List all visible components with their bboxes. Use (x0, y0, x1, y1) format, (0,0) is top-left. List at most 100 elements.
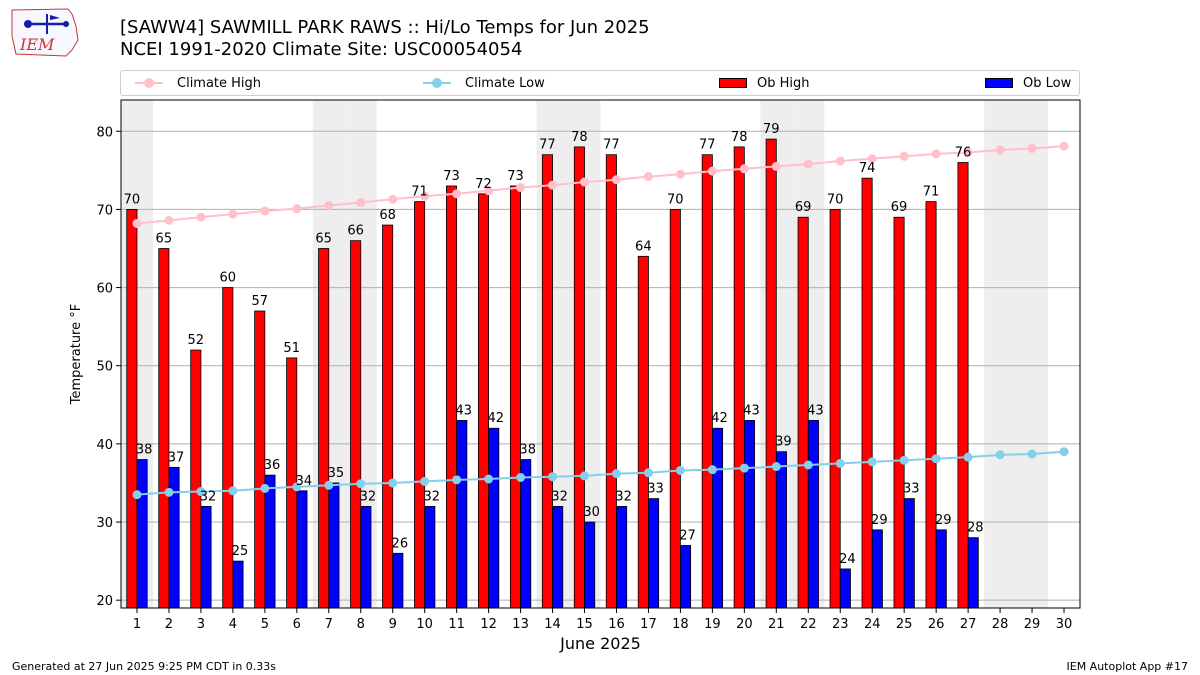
climate-high-point (292, 204, 302, 214)
climate-low-point (452, 475, 462, 485)
y-tick-label: 60 (96, 282, 113, 297)
x-tick-label: 17 (640, 617, 657, 632)
x-tick-label: 5 (261, 617, 269, 632)
climate-high-point (324, 201, 334, 211)
ob-low-swatch-icon (985, 78, 1013, 88)
ob-low-value-label: 33 (903, 482, 920, 497)
y-tick-label: 50 (96, 360, 113, 375)
y-tick-label: 30 (96, 516, 113, 531)
legend-label-climate-low: Climate Low (465, 75, 545, 91)
x-tick-label: 21 (768, 617, 785, 632)
ob-high-bar (350, 240, 362, 609)
climate-low-point (899, 455, 909, 465)
climate-low-point (835, 458, 845, 468)
ob-low-bar (232, 560, 244, 609)
iem-logo: IEM (11, 8, 79, 57)
ob-high-bar (222, 287, 234, 609)
ob-high-bar (414, 201, 426, 609)
climate-low-point (260, 483, 270, 493)
climate-high-point (707, 166, 717, 176)
ob-high-value-label: 52 (188, 333, 205, 348)
climate-high-line (136, 145, 1065, 225)
ob-low-value-label: 25 (232, 544, 249, 559)
ob-high-bar (925, 201, 937, 609)
climate-low-point (388, 478, 398, 488)
climate-low-point (132, 490, 142, 500)
ob-high-bar (605, 154, 617, 609)
ob-high-bar (509, 185, 521, 609)
legend-item-ob-high: Ob High (719, 71, 810, 95)
climate-high-point (643, 172, 653, 182)
x-axis-label: June 2025 (559, 634, 641, 653)
climate-high-point (931, 149, 941, 159)
ob-low-bar (871, 529, 883, 609)
climate-low-point (324, 480, 334, 490)
ob-low-value-label: 38 (519, 443, 536, 458)
x-tick-label: 9 (389, 617, 397, 632)
climate-high-point (452, 189, 462, 199)
ob-low-bar (200, 505, 212, 609)
x-tick-label: 28 (992, 617, 1009, 632)
x-tick-label: 15 (576, 617, 593, 632)
ob-high-value-label: 76 (955, 146, 972, 161)
ob-high-value-label: 69 (891, 200, 908, 215)
x-tick-label: 27 (960, 617, 977, 632)
ob-low-bar (520, 459, 532, 609)
climate-low-point (803, 460, 813, 470)
climate-high-point (260, 206, 270, 216)
legend-label-ob-low: Ob Low (1023, 75, 1072, 91)
legend-item-climate-high: Climate High (135, 71, 261, 95)
ob-low-bar (967, 537, 979, 609)
ob-low-bar (424, 505, 436, 609)
x-tick-label: 3 (197, 617, 205, 632)
ob-low-value-label: 28 (967, 521, 984, 536)
climate-high-point (963, 147, 973, 157)
climate-low-point (611, 469, 621, 479)
ob-low-bar (552, 505, 564, 609)
ob-low-value-label: 37 (168, 450, 185, 465)
weather-station-icon (24, 14, 69, 34)
ob-low-bar (839, 568, 851, 609)
climate-high-point (132, 218, 142, 228)
climate-high-point (1059, 141, 1069, 151)
climate-high-point (516, 183, 526, 193)
chart-title: [SAWW4] SAWMILL PARK RAWS :: Hi/Lo Temps… (120, 17, 650, 38)
ob-low-value-label: 27 (679, 528, 696, 543)
climate-low-point (516, 472, 526, 482)
ob-low-value-label: 43 (743, 403, 760, 418)
climate-high-point (548, 180, 558, 190)
ob-high-value-label: 72 (475, 177, 492, 192)
ob-high-swatch-icon (719, 78, 747, 88)
climate-low-point (1059, 447, 1069, 457)
x-tick-label: 25 (896, 617, 913, 632)
climate-high-point (995, 145, 1005, 155)
ob-high-bar (701, 154, 713, 609)
x-tick-label: 12 (480, 617, 497, 632)
climate-high-point (228, 209, 238, 219)
climate-high-point (420, 191, 430, 201)
climate-high-point (388, 194, 398, 204)
ob-high-bar (190, 349, 202, 609)
ob-high-bar (957, 162, 969, 609)
climate-low-point (356, 479, 366, 489)
ob-high-bar (318, 248, 330, 609)
ob-high-value-label: 78 (731, 130, 748, 145)
climate-high-point (196, 212, 206, 222)
x-tick-label: 29 (1024, 617, 1041, 632)
climate-low-point (228, 486, 238, 496)
ob-low-bar (456, 420, 468, 609)
ob-high-value-label: 74 (859, 161, 876, 176)
ob-high-bar (669, 209, 681, 609)
y-axis-label: Temperature °F (69, 304, 84, 405)
ob-low-value-label: 43 (455, 403, 472, 418)
climate-low-point (707, 465, 717, 475)
ob-high-bar (765, 138, 777, 609)
ob-high-value-label: 73 (443, 169, 460, 184)
x-tick-label: 10 (416, 617, 433, 632)
climate-high-marker-icon (135, 78, 163, 88)
ob-low-bar (328, 482, 340, 609)
legend-label-ob-high: Ob High (757, 75, 810, 91)
ob-low-bar (296, 490, 308, 609)
weekend-shade (984, 100, 1017, 608)
